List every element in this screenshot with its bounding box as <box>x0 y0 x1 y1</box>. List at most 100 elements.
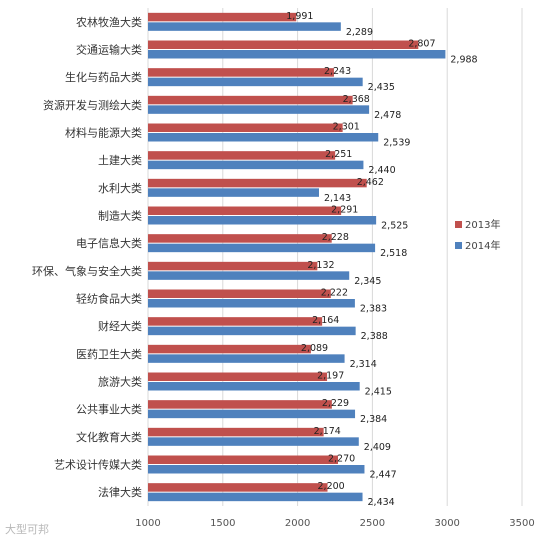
bar-2014 <box>148 326 356 336</box>
category-label: 公共事业大类 <box>76 402 142 416</box>
legend-swatch-2013 <box>455 221 462 228</box>
data-label-2013: 2,228 <box>322 232 349 243</box>
data-label-2013: 2,251 <box>325 149 352 160</box>
x-tick-label: 2000 <box>285 518 310 529</box>
bar-2014 <box>148 160 364 170</box>
category-label: 艺术设计传媒大类 <box>54 458 142 472</box>
bar-2013 <box>148 400 332 409</box>
data-label-2014: 2,345 <box>354 276 381 287</box>
bar-2014 <box>148 409 356 419</box>
category-label: 资源开发与测绘大类 <box>43 98 142 112</box>
bar-2013 <box>148 95 353 105</box>
legend-label-2014: 2014年 <box>465 239 500 252</box>
bar-2014 <box>148 216 377 225</box>
bar-2014 <box>148 299 355 308</box>
bar-2014 <box>148 354 345 363</box>
category-label: 水利大类 <box>98 181 142 195</box>
data-label-2014: 2,383 <box>360 304 387 315</box>
category-label: 旅游大类 <box>98 375 142 389</box>
category-label: 交通运输大类 <box>76 43 142 57</box>
legend-swatch-2014 <box>455 242 462 249</box>
data-label-2013: 1,991 <box>286 11 313 22</box>
data-label-2013: 2,368 <box>343 94 370 105</box>
bar-2013 <box>148 455 338 464</box>
category-labels: 农林牧渔大类交通运输大类生化与药品大类资源开发与测绘大类材料与能源大类土建大类水… <box>32 15 142 499</box>
data-label-2014: 2,988 <box>450 55 477 66</box>
data-label-2014: 2,440 <box>368 165 395 176</box>
data-label-2014: 2,539 <box>383 138 410 149</box>
data-label-2014: 2,435 <box>368 82 395 93</box>
bar-2014 <box>148 22 341 31</box>
bar-2014 <box>148 437 359 446</box>
data-label-2014: 2,388 <box>361 331 388 342</box>
data-label-2013: 2,197 <box>317 371 344 382</box>
data-label-2014: 2,384 <box>360 414 387 425</box>
data-label-2013: 2,132 <box>307 260 334 271</box>
bar-2013 <box>148 344 311 354</box>
x-axis-ticks: 1000 1500 2000 2500 3000 3500 <box>135 518 534 529</box>
data-label-2013: 2,243 <box>324 66 351 77</box>
data-label-2014: 2,289 <box>346 27 373 38</box>
data-label-2013: 2,164 <box>312 315 339 326</box>
data-label-2014: 2,447 <box>369 470 396 481</box>
data-label-2013: 2,229 <box>322 398 349 409</box>
x-tick-label: 3500 <box>509 518 534 529</box>
data-label-2014: 2,525 <box>381 221 408 232</box>
bar-2013 <box>148 151 336 160</box>
bar-2013 <box>148 40 419 49</box>
category-label: 财经大类 <box>98 319 142 333</box>
bar-2014 <box>148 243 376 253</box>
category-label: 轻纺食品大类 <box>76 292 142 306</box>
data-label-2014: 2,314 <box>350 359 377 370</box>
bar-2013 <box>148 234 332 243</box>
data-label-2013: 2,291 <box>331 205 358 216</box>
data-label-2013: 2,200 <box>318 481 345 492</box>
data-label-2014: 2,415 <box>365 387 392 398</box>
bar-2014 <box>148 188 319 197</box>
data-label-2014: 2,478 <box>374 110 401 121</box>
x-tick-label: 2500 <box>360 518 385 529</box>
gridlines <box>147 8 523 506</box>
data-label-2014: 2,409 <box>364 442 391 453</box>
category-label: 文化教育大类 <box>76 430 142 444</box>
category-label: 医药卫生大类 <box>76 347 142 361</box>
data-label-2013: 2,462 <box>357 177 384 188</box>
data-label-2014: 2,143 <box>324 193 351 204</box>
data-label-2013: 2,174 <box>314 426 341 437</box>
bar-2013 <box>148 317 323 326</box>
category-label: 材料与能源大类 <box>65 126 142 140</box>
bar-2014 <box>148 382 360 391</box>
legend-label-2013: 2013年 <box>465 218 500 231</box>
category-label: 电子信息大类 <box>76 236 142 250</box>
watermark: 大型可邦 <box>5 523 49 536</box>
bar-2014 <box>148 50 446 59</box>
data-label-2013: 2,301 <box>333 122 360 133</box>
data-label-2013: 2,222 <box>321 288 348 299</box>
bar-2014 <box>148 465 365 474</box>
category-label: 环保、气象与安全大类 <box>32 264 142 278</box>
x-tick-label: 1500 <box>210 518 235 529</box>
x-tick-label: 1000 <box>135 518 160 529</box>
bar-2013 <box>148 12 297 22</box>
bar-2014 <box>148 105 370 114</box>
bar-2013 <box>148 178 367 188</box>
bar-2013 <box>148 206 342 215</box>
bars <box>148 12 446 502</box>
bar-2013 <box>148 427 324 437</box>
data-label-2013: 2,270 <box>328 454 355 465</box>
bar-2013 <box>148 261 318 271</box>
bar-2013 <box>148 483 328 492</box>
bar-2013 <box>148 372 328 381</box>
bar-2014 <box>148 492 363 502</box>
category-label: 农林牧渔大类 <box>76 15 142 29</box>
data-label-2014: 2,518 <box>380 248 407 259</box>
x-tick-label: 3000 <box>434 518 459 529</box>
legend: 2013年 2014年 <box>455 218 500 252</box>
category-label: 生化与药品大类 <box>65 70 142 84</box>
bar-2014 <box>148 133 379 142</box>
category-label: 法律大类 <box>98 485 142 499</box>
category-label: 土建大类 <box>98 153 142 167</box>
data-label-2013: 2,807 <box>408 39 435 50</box>
